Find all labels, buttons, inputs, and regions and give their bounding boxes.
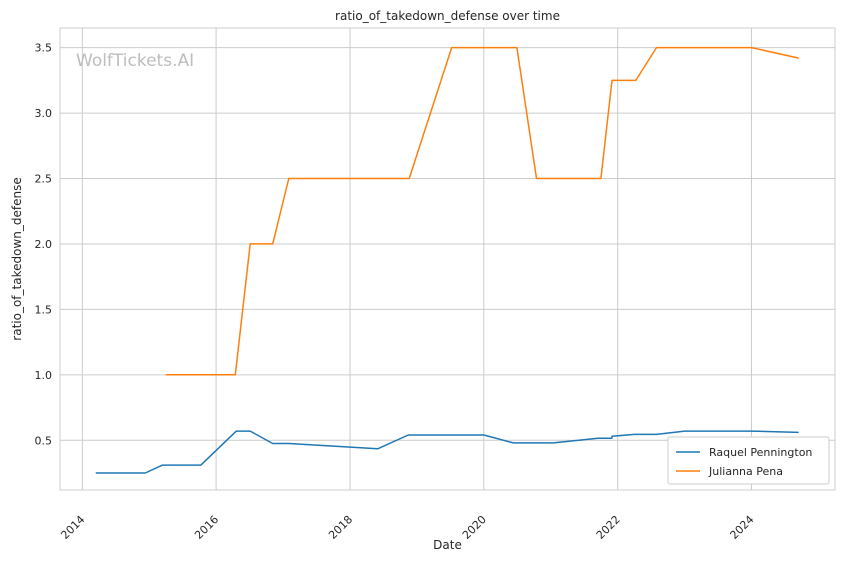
y-axis-label: ratio_of_takedown_defense <box>10 177 24 340</box>
y-tick-label: 1.0 <box>35 369 53 382</box>
legend-label-raquel-pennington: Raquel Pennington <box>709 446 812 459</box>
y-tick-label: 3.0 <box>35 107 53 120</box>
x-tick-label: 2018 <box>326 513 355 542</box>
y-tick-label: 2.0 <box>35 238 53 251</box>
x-axis-label: Date <box>433 538 462 552</box>
y-axis-ticks: 0.5 1.0 1.5 2.0 2.5 3.0 3.5 <box>35 42 53 448</box>
legend-box <box>667 436 830 485</box>
watermark: WolfTickets.AI <box>76 51 194 71</box>
y-tick-label: 0.5 <box>35 434 53 447</box>
y-tick-label: 1.5 <box>35 303 53 316</box>
legend-label-julianna-pena: Julianna Pena <box>708 465 783 478</box>
x-axis-ticks: 2014 2016 2018 2020 2022 2024 <box>58 513 756 542</box>
series-lines <box>95 46 799 474</box>
legend: Raquel Pennington Julianna Pena <box>667 436 830 485</box>
x-tick-label: 2022 <box>594 513 623 542</box>
y-tick-label: 3.5 <box>35 42 53 55</box>
x-tick-label: 2024 <box>728 513 757 542</box>
series-line-raquel-pennington <box>95 430 799 474</box>
x-tick-label: 2014 <box>58 513 87 542</box>
series-line-julianna-pena <box>165 46 799 376</box>
y-tick-label: 2.5 <box>35 173 53 186</box>
x-tick-label: 2020 <box>460 513 489 542</box>
x-tick-label: 2016 <box>192 513 221 542</box>
plot-area <box>59 27 836 491</box>
chart-title: ratio_of_takedown_defense over time <box>335 9 560 23</box>
